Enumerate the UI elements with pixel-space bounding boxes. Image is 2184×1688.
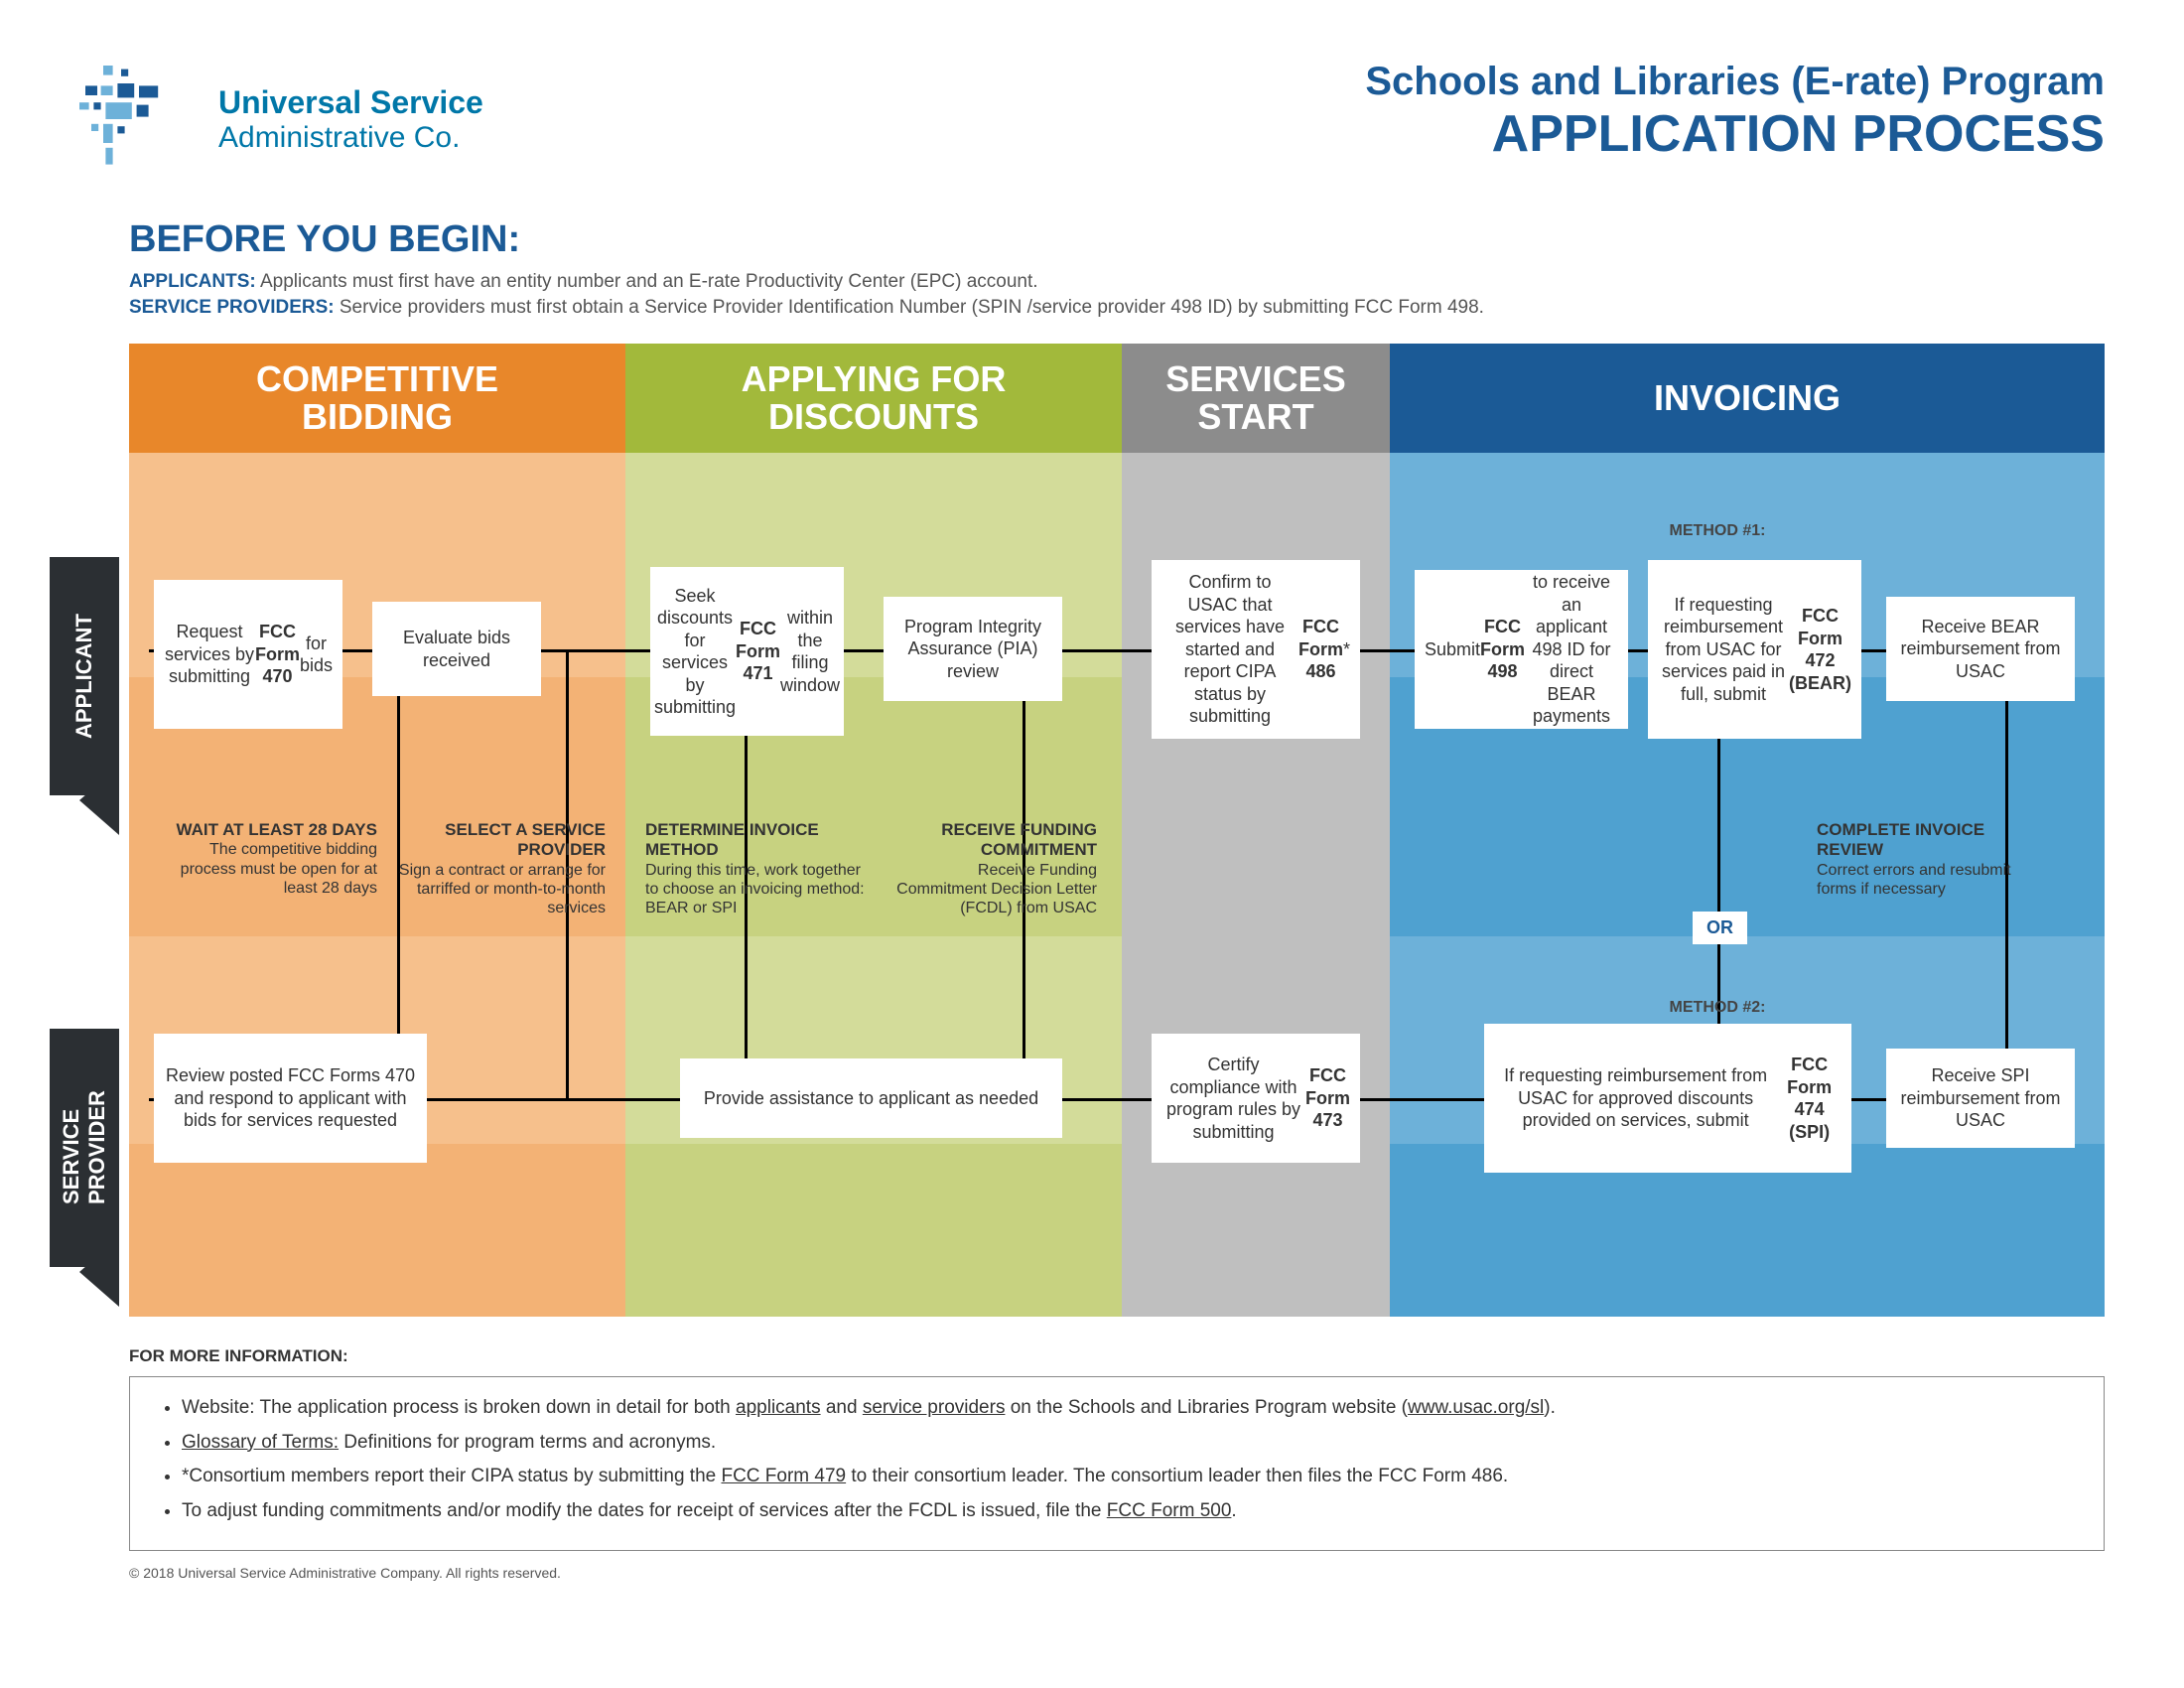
box-evaluate-bids: Evaluate bids received xyxy=(372,602,541,696)
fmi-heading: FOR MORE INFORMATION: xyxy=(129,1346,2105,1366)
box-submit-471: Seek discounts for services by submittin… xyxy=(650,567,844,736)
box-submit-498: Submit FCC Form 498 to receive an applic… xyxy=(1415,570,1628,729)
note-wait-28-body: The competitive bidding process must be … xyxy=(159,840,377,898)
logo-line2: Administrative Co. xyxy=(218,121,483,155)
before-providers-label: SERVICE PROVIDERS: xyxy=(129,297,335,318)
phase-header-invoicing: INVOICING xyxy=(1390,344,2105,453)
before-heading: BEFORE YOU BEGIN: xyxy=(129,218,2105,261)
note-funding-commitment-title: RECEIVE FUNDING COMMITMENT xyxy=(893,820,1097,861)
box-receive-bear: Receive BEAR reimbursement from USAC xyxy=(1886,597,2075,701)
before-applicants-label: APPLICANTS: xyxy=(129,271,256,292)
before-providers: SERVICE PROVIDERS: Service providers mus… xyxy=(129,297,2105,319)
phase-header-services: SERVICES START xyxy=(1122,344,1390,453)
swimlane-applicant: APPLICANT xyxy=(50,557,119,795)
box-receive-spi: Receive SPI reimbursement from USAC xyxy=(1886,1049,2075,1148)
before-applicants-text: Applicants must first have an entity num… xyxy=(256,271,1038,292)
method1-label: METHOD #1: xyxy=(1618,522,1817,540)
note-select-provider-title: SELECT A SERVICE PROVIDER xyxy=(387,820,606,861)
footer-bullet-3: *Consortium members report their CIPA st… xyxy=(182,1464,2076,1490)
note-wait-28-title: WAIT AT LEAST 28 DAYS xyxy=(159,820,377,840)
note-wait-28: WAIT AT LEAST 28 DAYSThe competitive bid… xyxy=(159,820,377,898)
note-funding-commitment: RECEIVE FUNDING COMMITMENTReceive Fundin… xyxy=(893,820,1097,917)
logo-text: Universal Service Administrative Co. xyxy=(218,84,483,155)
before-you-begin: BEFORE YOU BEGIN: APPLICANTS: Applicants… xyxy=(129,218,2105,319)
or-badge: OR xyxy=(1693,912,1747,944)
phase-header-discounts: APPLYING FOR DISCOUNTS xyxy=(625,344,1122,453)
swimlane-provider: SERVICE PROVIDER xyxy=(50,1029,119,1267)
note-invoice-review-body: Correct errors and resubmit forms if nec… xyxy=(1817,861,2015,899)
page-title: Schools and Libraries (E-rate) Program A… xyxy=(1365,60,2105,164)
box-submit-474: If requesting reimbursement from USAC fo… xyxy=(1484,1024,1851,1173)
before-applicants: APPLICANTS: Applicants must first have a… xyxy=(129,271,2105,293)
note-invoice-method-title: DETERMINE INVOICE METHOD xyxy=(645,820,874,861)
box-provide-assist: Provide assistance to applicant as neede… xyxy=(680,1058,1062,1138)
logo-block: Universal Service Administrative Co. xyxy=(79,60,483,179)
box-submit-473: Certify compliance with program rules by… xyxy=(1152,1034,1360,1163)
method2-label: METHOD #2: xyxy=(1618,999,1817,1017)
title-line1: Schools and Libraries (E-rate) Program xyxy=(1365,60,2105,104)
note-invoice-method-body: During this time, work together to choos… xyxy=(645,861,874,918)
box-submit-486: Confirm to USAC that services have start… xyxy=(1152,560,1360,739)
note-invoice-method: DETERMINE INVOICE METHODDuring this time… xyxy=(645,820,874,917)
box-submit-472: If requesting reimbursement from USAC fo… xyxy=(1648,560,1861,739)
box-request-470: Request services by submitting FCC Form … xyxy=(154,580,342,729)
phase-headers: COMPETITIVE BIDDING APPLYING FOR DISCOUN… xyxy=(129,344,2105,453)
note-select-provider: SELECT A SERVICE PROVIDERSign a contract… xyxy=(387,820,606,917)
footer-bullet-1: Website: The application process is brok… xyxy=(182,1395,2076,1422)
footer-bullet-4: To adjust funding commitments and/or mod… xyxy=(182,1498,2076,1525)
note-funding-commitment-body: Receive Funding Commitment Decision Lett… xyxy=(893,861,1097,918)
box-review-470: Review posted FCC Forms 470 and respond … xyxy=(154,1034,427,1163)
copyright: © 2018 Universal Service Administrative … xyxy=(129,1565,2105,1581)
note-select-provider-body: Sign a contract or arrange for tarriffed… xyxy=(387,861,606,918)
header: Universal Service Administrative Co. Sch… xyxy=(79,60,2105,179)
note-invoice-review: COMPLETE INVOICE REVIEWCorrect errors an… xyxy=(1817,820,2015,899)
footer: FOR MORE INFORMATION: Website: The appli… xyxy=(129,1346,2105,1581)
before-providers-text: Service providers must first obtain a Se… xyxy=(335,297,1484,318)
phase-header-bidding: COMPETITIVE BIDDING xyxy=(129,344,625,453)
title-line2: APPLICATION PROCESS xyxy=(1365,104,2105,164)
note-invoice-review-title: COMPLETE INVOICE REVIEW xyxy=(1817,820,2015,861)
info-box: Website: The application process is brok… xyxy=(129,1376,2105,1551)
box-pia-review: Program Integrity Assurance (PIA) review xyxy=(884,597,1062,701)
logo-icon xyxy=(79,60,199,179)
footer-bullet-2: Glossary of Terms: Definitions for progr… xyxy=(182,1430,2076,1457)
flowchart: COMPETITIVE BIDDING APPLYING FOR DISCOUN… xyxy=(129,344,2105,1317)
logo-line1: Universal Service xyxy=(218,84,483,121)
